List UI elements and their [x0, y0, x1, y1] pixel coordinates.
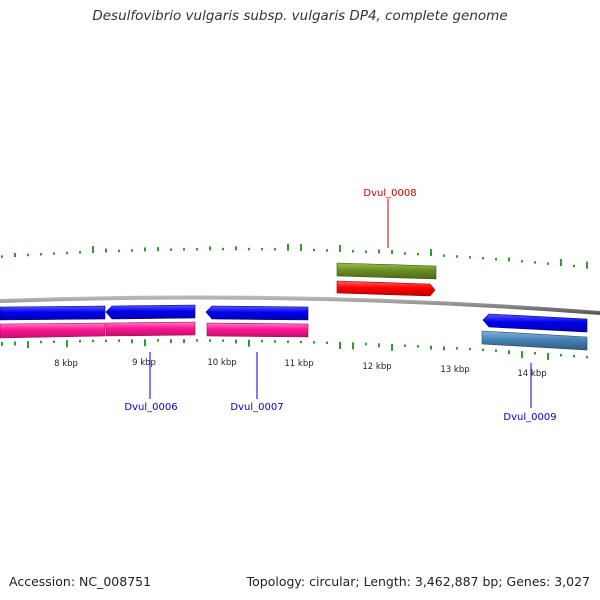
gc-content-ticks-outer [1, 243, 588, 269]
gene-label[interactable]: Dvul_0009 [503, 412, 556, 423]
gene-feature-reverse[interactable] [0, 322, 106, 339]
gene-label[interactable]: Dvul_0007 [230, 402, 283, 413]
tick-label: 8 kbp [54, 359, 78, 369]
gene-label[interactable]: Dvul_0006 [124, 402, 177, 413]
gene-feature-reverse[interactable] [481, 330, 588, 351]
genome-summary-text: Topology: circular; Length: 3,462,887 bp… [246, 574, 590, 589]
genome-backbone [0, 295, 600, 315]
tick-label: 9 kbp [132, 358, 156, 368]
tick-label: 13 kbp [440, 365, 469, 375]
gc-content-ticks-inner [1, 339, 588, 360]
tick-label: 10 kbp [207, 358, 236, 368]
cds-feature-reverse[interactable] [482, 313, 588, 333]
cds-feature-reverse[interactable] [205, 305, 309, 321]
map-title: Desulfovibrio vulgaris subsp. vulgaris D… [92, 8, 508, 24]
gene-feature-forward[interactable] [336, 262, 437, 280]
gene-feature-reverse[interactable] [206, 322, 309, 338]
cds-feature-reverse[interactable] [0, 305, 106, 321]
gene-label[interactable]: Dvul_0008 [363, 188, 416, 199]
gene-feature-reverse[interactable] [105, 321, 196, 337]
tick-label: 12 kbp [362, 362, 391, 372]
tick-label: 11 kbp [284, 359, 313, 369]
accession-text: Accession: NC_008751 [9, 574, 152, 589]
cds-feature-reverse[interactable] [105, 304, 196, 320]
cds-feature-forward[interactable] [336, 280, 436, 297]
tick-label: 14 kbp [517, 369, 546, 379]
